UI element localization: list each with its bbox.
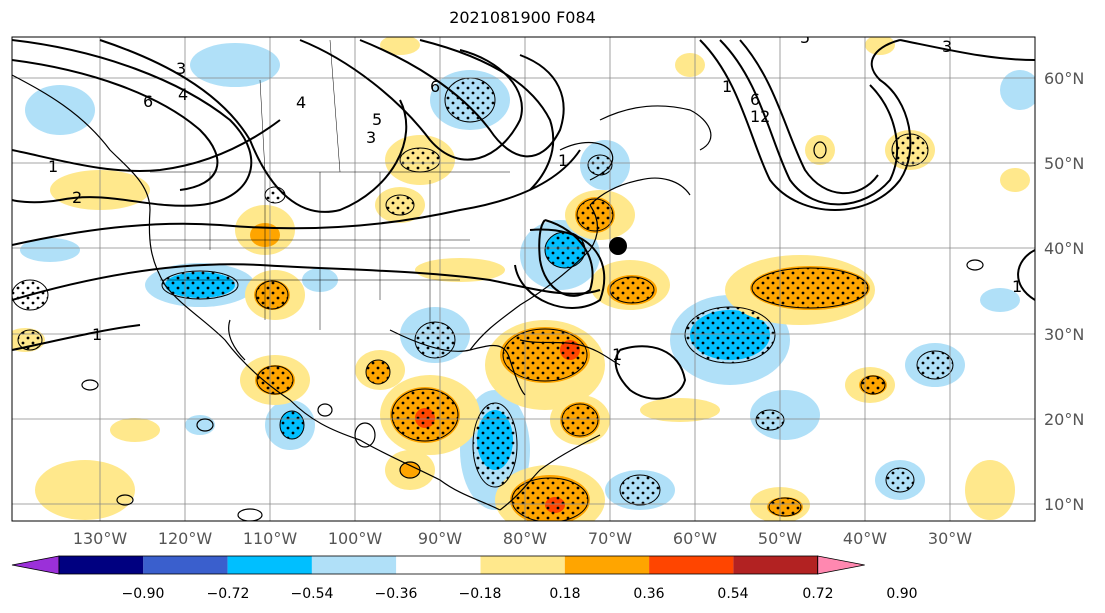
colorbar-tick-label: 0.90	[886, 586, 917, 602]
contour-label: 5	[372, 110, 382, 129]
contour-label: 1	[92, 325, 102, 344]
lat-label: 20°N	[1044, 410, 1084, 429]
lon-label: 60°W	[673, 529, 717, 548]
lon-label: 130°W	[73, 529, 128, 548]
colorbar-tick-label: 0.54	[717, 586, 748, 602]
colorbar	[11, 555, 865, 575]
contour-label: 2	[72, 188, 82, 207]
colorbar-tick-label: −0.36	[375, 586, 418, 602]
colorbar-segment	[564, 556, 650, 574]
lat-label: 30°N	[1044, 325, 1084, 344]
lon-label: 40°W	[843, 529, 887, 548]
colorbar-segment	[59, 556, 144, 574]
contour-label: 6	[750, 90, 760, 109]
contour-label: 6	[430, 77, 440, 96]
stippling	[12, 77, 954, 521]
colorbar-frame	[58, 555, 819, 575]
colorbar-arrow-high	[817, 555, 865, 575]
map-content: 3 6 4 4 6 5 3 1 2 1 1 6 1 12 5 3 1 1	[12, 28, 1035, 521]
map-frame	[11, 36, 1036, 522]
latitude-labels: 60°N 50°N 40°N 30°N 20°N 10°N	[1044, 69, 1084, 514]
contour-label: 5	[800, 28, 810, 47]
contour-label: 6	[143, 92, 153, 111]
graticule	[12, 37, 1035, 521]
contour-label: 1	[722, 77, 732, 96]
colorbar-tick-label: 0.36	[633, 586, 664, 602]
contour-labels: 3 6 4 4 6 5 3 1 2 1 1 6 1 12 5 3 1 1	[48, 28, 1022, 364]
contour-label: 12	[750, 107, 770, 126]
lon-label: 120°W	[158, 529, 213, 548]
colorbar-tick-label: 0.72	[802, 586, 833, 602]
lon-label: 70°W	[588, 529, 632, 548]
contour-label: 4	[178, 85, 188, 104]
colorbar-tick-labels: −0.90 −0.72 −0.54 −0.36 −0.18 0.18 0.36 …	[122, 586, 918, 602]
lat-label: 60°N	[1044, 69, 1084, 88]
contour-label: 1	[1012, 277, 1022, 296]
lon-label: 110°W	[243, 529, 298, 548]
colorbar-tick-label: −0.72	[207, 586, 250, 602]
colorbar-tick-label: −0.90	[122, 586, 165, 602]
storm-position-marker	[609, 237, 627, 255]
colorbar-tick-label: 0.18	[549, 586, 580, 602]
contour-label: 3	[176, 59, 186, 78]
contour-label: 4	[296, 93, 306, 112]
colorbar-segment	[733, 556, 818, 574]
colorbar-segment	[480, 556, 565, 574]
lon-label: 80°W	[503, 529, 547, 548]
thin-contours	[81, 141, 984, 521]
contour-label: 1	[612, 345, 622, 364]
colorbar-segment	[311, 556, 397, 574]
map-title: 2021081900 F084	[449, 8, 596, 27]
state-borders	[150, 39, 510, 330]
colorbar-segment	[396, 556, 481, 574]
contours	[12, 39, 1035, 400]
colorbar-arrow-low	[11, 555, 60, 575]
coastlines	[12, 74, 712, 511]
lon-label: 50°W	[758, 529, 802, 548]
colorbar-segment	[143, 556, 228, 574]
lon-label: 90°W	[418, 529, 462, 548]
lon-label: 30°W	[928, 529, 972, 548]
lat-label: 50°N	[1044, 154, 1084, 173]
contour-label: 1	[48, 157, 58, 176]
lat-label: 40°N	[1044, 239, 1084, 258]
colorbar-segment	[649, 556, 734, 574]
colorbar-segment	[227, 556, 312, 574]
lon-label: 100°W	[328, 529, 383, 548]
colorbar-tick-label: −0.18	[459, 586, 502, 602]
colorbar-tick-label: −0.54	[291, 586, 334, 602]
contour-label: 1	[558, 151, 568, 170]
lat-label: 10°N	[1044, 495, 1084, 514]
contour-label: 3	[942, 37, 952, 56]
longitude-labels: 130°W 120°W 110°W 100°W 90°W 80°W 70°W 6…	[73, 529, 972, 548]
contour-label: 3	[366, 128, 376, 147]
